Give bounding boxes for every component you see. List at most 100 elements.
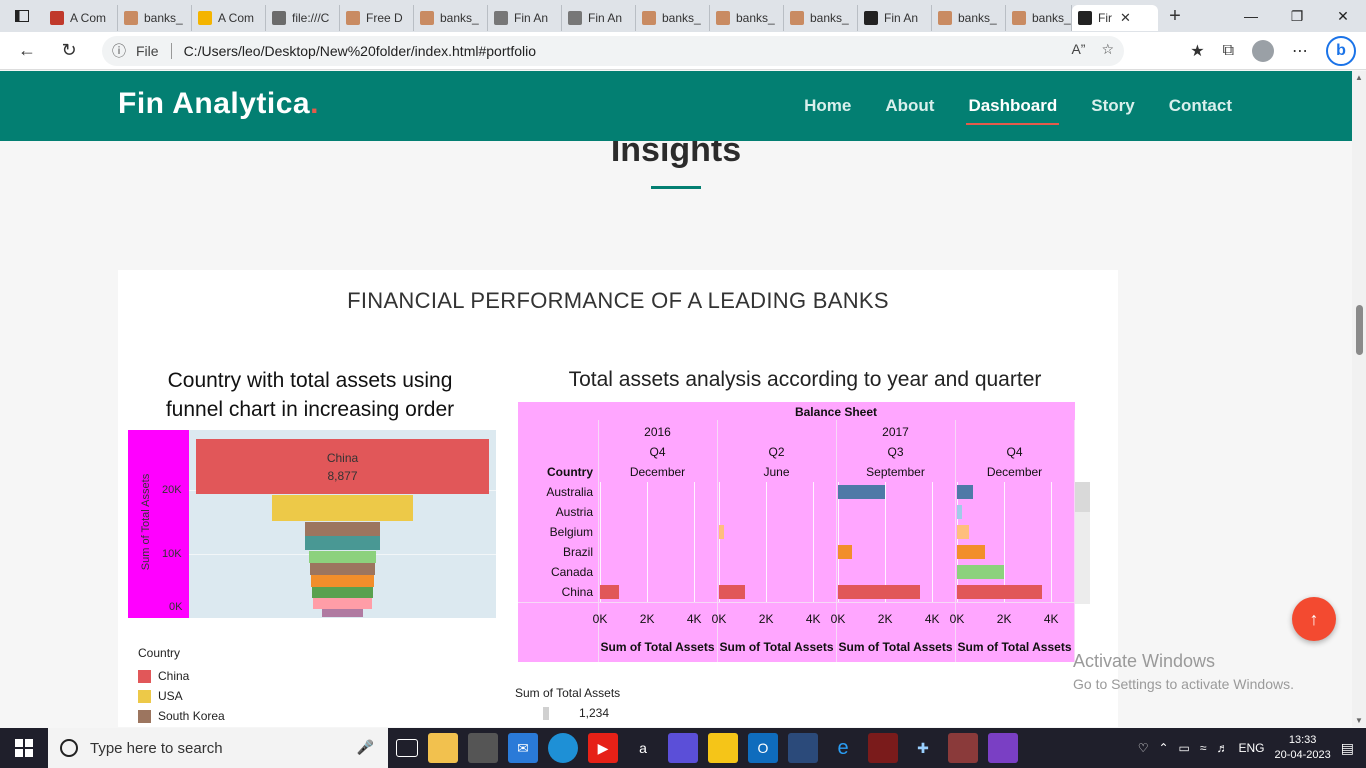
nav-about[interactable]: About bbox=[885, 96, 935, 115]
legend-item[interactable]: USA bbox=[138, 686, 225, 706]
youtube-icon[interactable]: ▶ bbox=[588, 733, 618, 763]
visual-studio-icon[interactable] bbox=[988, 733, 1018, 763]
bar-china[interactable] bbox=[719, 585, 745, 599]
scroll-down-icon[interactable]: ▼ bbox=[1355, 716, 1363, 725]
browser-tab[interactable]: Fir ✕ bbox=[1072, 5, 1158, 31]
url-text[interactable]: C:/Users/leo/Desktop/New%20folder/index.… bbox=[183, 43, 537, 59]
funnel-segment[interactable] bbox=[313, 598, 372, 609]
tab-actions-icon[interactable] bbox=[0, 0, 44, 32]
bing-icon[interactable]: b bbox=[1326, 36, 1356, 66]
more-options-icon[interactable]: ⋯ bbox=[1292, 43, 1308, 60]
funnel-segment[interactable] bbox=[310, 563, 375, 575]
browser-tab[interactable]: banks_ bbox=[636, 5, 710, 31]
browser-tab[interactable]: banks_ bbox=[710, 5, 784, 31]
taskbar-search[interactable]: Type here to search 🎤 bbox=[48, 728, 388, 768]
address-bar[interactable]: ⓘ File C:/Users/leo/Desktop/New%20folder… bbox=[102, 36, 1124, 66]
info-icon[interactable]: ⓘ bbox=[112, 43, 126, 59]
bar-belgium[interactable] bbox=[957, 525, 969, 539]
browser-tab[interactable]: banks_ bbox=[118, 5, 192, 31]
chevron-up-icon[interactable]: ⌃ bbox=[1158, 741, 1169, 755]
back-arrow-icon[interactable]: ← bbox=[18, 40, 36, 60]
chart-scroll-area[interactable] bbox=[1075, 482, 1090, 604]
bar-china[interactable] bbox=[957, 585, 1042, 599]
chart-scroll-thumb[interactable] bbox=[1075, 482, 1090, 512]
bar-austria[interactable] bbox=[957, 505, 962, 519]
collections-icon[interactable]: ⧉ bbox=[1222, 42, 1234, 59]
favorites-icon[interactable]: ★ bbox=[1190, 43, 1205, 60]
bar-belgium[interactable] bbox=[719, 525, 724, 539]
browser-tab[interactable]: Free D bbox=[340, 5, 414, 31]
site-logo[interactable]: Fin Analytica. bbox=[118, 87, 319, 121]
edge-icon[interactable] bbox=[548, 733, 578, 763]
profile-avatar[interactable] bbox=[1252, 40, 1274, 62]
browser-tab[interactable]: file:///C bbox=[266, 5, 340, 31]
new-tab-button[interactable]: + bbox=[1169, 4, 1181, 27]
browser-tab[interactable]: banks_ bbox=[414, 5, 488, 31]
funnel-segment[interactable] bbox=[312, 587, 373, 598]
amazon-icon[interactable]: a bbox=[639, 740, 647, 756]
restore-icon[interactable]: ❐ bbox=[1290, 7, 1304, 24]
windows-start-icon[interactable] bbox=[0, 728, 48, 768]
back-to-top-button[interactable]: ↑ bbox=[1292, 597, 1336, 641]
volume-icon[interactable]: ♬ bbox=[1216, 741, 1229, 755]
powerbi-icon[interactable] bbox=[788, 733, 818, 763]
microphone-icon[interactable]: 🎤 bbox=[356, 739, 374, 755]
browser-tab[interactable]: Fin An bbox=[858, 5, 932, 31]
funnel-segment[interactable] bbox=[309, 551, 376, 563]
store-icon[interactable] bbox=[468, 733, 498, 763]
notification-icon[interactable]: ▤ bbox=[1340, 739, 1354, 756]
legend-item[interactable]: South Korea bbox=[138, 706, 225, 726]
clock[interactable]: 13:33 20-04-2023 bbox=[1274, 733, 1330, 763]
bar-australia[interactable] bbox=[838, 485, 886, 499]
funnel-segment[interactable] bbox=[311, 575, 374, 587]
browser-tab[interactable]: Fin An bbox=[562, 5, 636, 31]
winrar-icon[interactable] bbox=[948, 733, 978, 763]
funnel-chart[interactable]: Sum of Total Assets 20K 10K 0K China 8,8… bbox=[128, 430, 496, 618]
tableau-icon[interactable]: ✚ bbox=[917, 739, 929, 756]
outlook-icon[interactable]: O bbox=[748, 733, 778, 763]
balance-sheet-chart[interactable]: Balance Sheet 2016 2017 Q4 December 0K 2K 4K Sum… bbox=[518, 402, 1075, 662]
browser-tab[interactable]: banks_ bbox=[784, 5, 858, 31]
read-aloud-icon[interactable]: A” bbox=[1071, 41, 1086, 57]
bar-canada[interactable] bbox=[957, 565, 1005, 579]
funnel-segment-china[interactable] bbox=[196, 439, 489, 494]
page-scrollbar[interactable]: ▲ ▼ bbox=[1352, 71, 1366, 727]
browser-tab[interactable]: Fin An bbox=[488, 5, 562, 31]
file-explorer-icon[interactable] bbox=[428, 733, 458, 763]
mail-icon[interactable]: ✉ bbox=[508, 733, 538, 763]
browser-tab[interactable]: banks_ bbox=[932, 5, 1006, 31]
bar-brazil[interactable] bbox=[838, 545, 853, 559]
legend-item[interactable]: China bbox=[138, 666, 225, 686]
internet-explorer-icon[interactable]: e bbox=[837, 736, 849, 759]
browser-tab[interactable]: banks_ bbox=[1006, 5, 1072, 31]
nav-home[interactable]: Home bbox=[804, 96, 852, 115]
funnel-segment[interactable] bbox=[322, 609, 363, 617]
people-icon[interactable]: ♡ bbox=[1137, 741, 1149, 755]
language-indicator[interactable]: ENG bbox=[1238, 741, 1265, 755]
scroll-up-icon[interactable]: ▲ bbox=[1355, 73, 1363, 82]
tab-close-icon[interactable]: ✕ bbox=[1120, 10, 1131, 25]
funnel-segment[interactable] bbox=[305, 536, 380, 550]
add-favorite-icon[interactable]: ☆ bbox=[1101, 41, 1114, 57]
nav-story[interactable]: Story bbox=[1091, 96, 1135, 115]
bar-brazil[interactable] bbox=[957, 545, 986, 559]
scrollbar-thumb[interactable] bbox=[1356, 305, 1363, 355]
browser-tab[interactable]: A Com bbox=[44, 5, 118, 31]
refresh-icon[interactable]: ↻ bbox=[61, 40, 77, 60]
wifi-icon[interactable]: ≈ bbox=[1199, 741, 1207, 755]
bar-australia[interactable] bbox=[957, 485, 974, 499]
bar-china[interactable] bbox=[838, 585, 921, 599]
battery-icon[interactable]: ▭ bbox=[1178, 741, 1190, 755]
nav-dashboard[interactable]: Dashboard bbox=[966, 96, 1060, 125]
minimize-icon[interactable]: — bbox=[1244, 8, 1258, 24]
funnel-segment-south-korea[interactable] bbox=[305, 522, 380, 536]
recorder-icon[interactable] bbox=[868, 733, 898, 763]
close-window-icon[interactable]: ✕ bbox=[1337, 7, 1349, 24]
task-view-icon[interactable] bbox=[396, 739, 418, 757]
browser-tab[interactable]: A Com bbox=[192, 5, 266, 31]
funnel-segment-usa[interactable] bbox=[272, 495, 413, 521]
app-icon[interactable] bbox=[668, 733, 698, 763]
nav-contact[interactable]: Contact bbox=[1168, 96, 1232, 115]
bar-china[interactable] bbox=[600, 585, 619, 599]
flipkart-icon[interactable] bbox=[708, 733, 738, 763]
